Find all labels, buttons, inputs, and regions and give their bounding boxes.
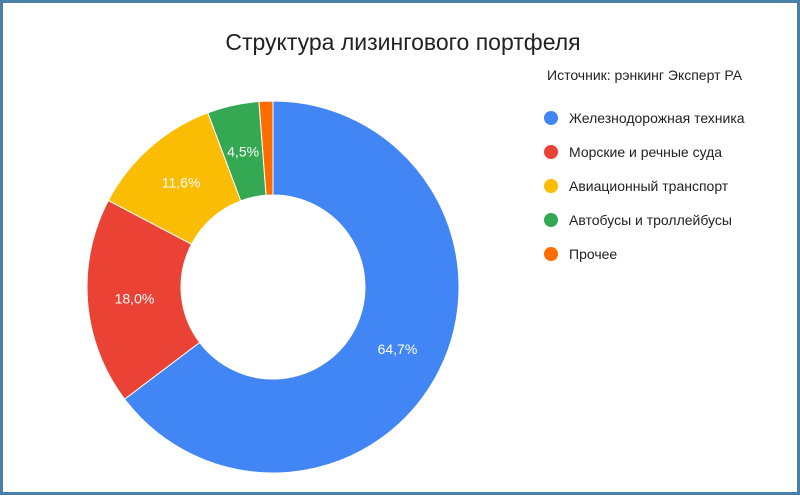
slice-data-label: 64,7% [378,341,418,357]
legend-label: Железнодорожная техника [569,110,745,126]
legend-swatch [544,145,558,159]
donut-chart: 64,7% 18,0% 11,6% 4,5% [86,100,460,474]
legend-swatch [544,111,558,125]
legend: Железнодорожная техника Морские и речные… [544,101,745,271]
donut-slice [258,100,274,196]
legend-label: Авиационный транспорт [569,178,729,194]
slice-data-label: 4,5% [227,143,259,159]
slice-data-label: 18,0% [115,290,155,306]
legend-label: Морские и речные суда [569,144,723,160]
source-note: Источник: рэнкинг Эксперт РА [547,67,743,83]
legend-item-buses: Автобусы и троллейбусы [544,203,745,237]
slice-data-label: 11,6% [162,175,201,191]
legend-item-other: Прочее [544,237,745,271]
legend-item-railway: Железнодорожная техника [544,101,745,135]
legend-swatch [544,247,558,261]
legend-label: Автобусы и троллейбусы [569,212,732,228]
legend-item-ships: Морские и речные суда [544,135,745,169]
chart-title: Структура лизингового портфеля [225,29,581,55]
legend-swatch [544,213,558,227]
donut-slice [86,199,201,400]
legend-swatch [544,179,558,193]
legend-item-aviation: Авиационный транспорт [544,169,745,203]
donut-slice [123,100,460,474]
legend-label: Прочее [569,246,618,262]
